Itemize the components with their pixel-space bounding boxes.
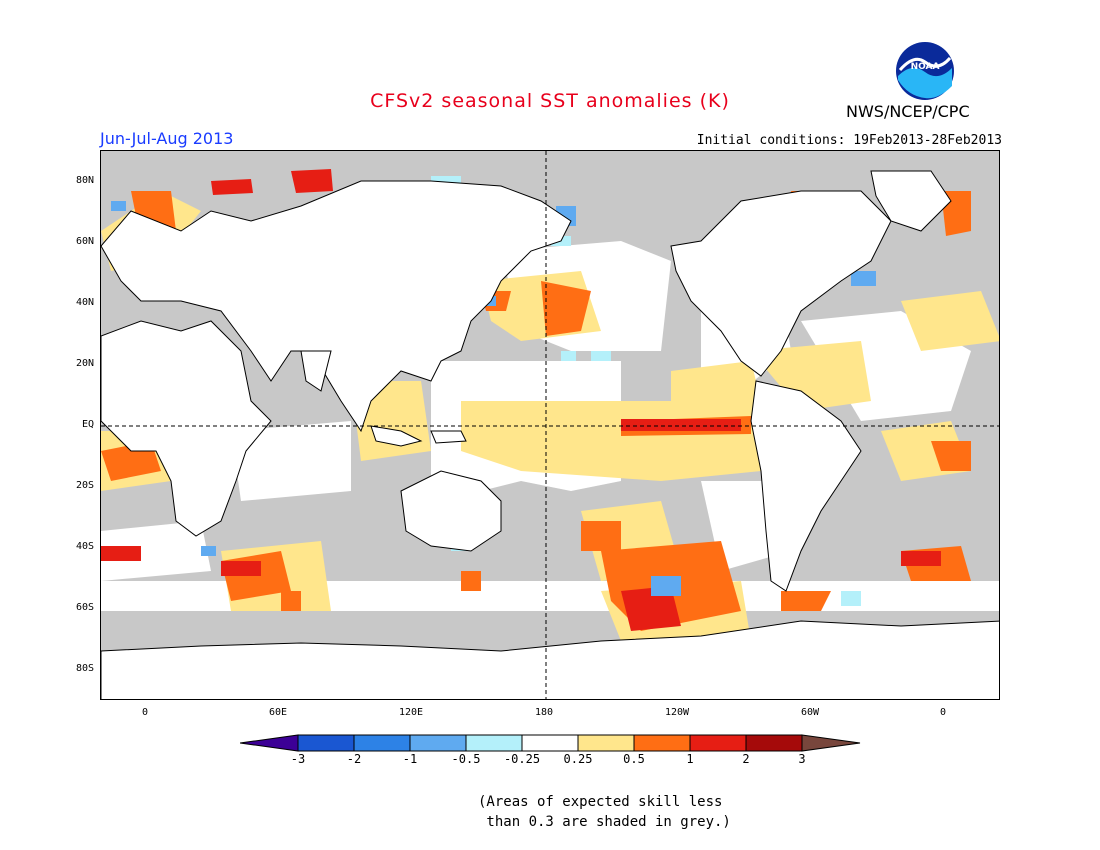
lat-label: 60S (75, 602, 94, 613)
skill-note: (Areas of expected skill less than 0.3 a… (478, 794, 731, 830)
lat-label: 80S (75, 663, 94, 674)
land-masses (101, 170, 999, 699)
colorbar-label: 2 (742, 752, 750, 766)
lat-label: 40N (75, 297, 94, 308)
eurasia (101, 180, 572, 433)
colorbar-segment (577, 734, 635, 752)
lat-label: 80N (75, 175, 94, 186)
agency-label: NWS/NCEP/CPC (846, 102, 970, 121)
colorbar-label: 1 (686, 752, 694, 766)
colorbar-arrow-high (801, 734, 861, 752)
lat-label: 20S (75, 480, 94, 491)
lat-label: 20N (75, 358, 94, 369)
lat-label: EQ (81, 419, 94, 430)
colorbar-label: 0.25 (563, 752, 593, 766)
lon-label: 120E (398, 707, 424, 718)
map-svg (101, 151, 999, 699)
colorbar-segment (353, 734, 411, 752)
antarctica (101, 620, 999, 699)
greenland (870, 170, 952, 232)
colorbar-segment (633, 734, 691, 752)
logo-text: NOAA (911, 62, 940, 72)
lon-label: 60E (268, 707, 288, 718)
south-america (750, 380, 862, 592)
colorbar-arrow-low (239, 734, 299, 752)
colorbar-segment (297, 734, 355, 752)
lon-label: 180 (534, 707, 554, 718)
lon-label: 0 (939, 707, 947, 718)
initial-conditions-label: Initial conditions: 19Feb2013-28Feb2013 (696, 133, 1002, 148)
india (300, 350, 332, 392)
lon-label: 120W (664, 707, 690, 718)
colorbar-segment (745, 734, 803, 752)
colorbar-label: 3 (798, 752, 806, 766)
period-label: Jun-Jul-Aug 2013 (100, 129, 234, 148)
colorbar-segment (689, 734, 747, 752)
lon-label: 60W (800, 707, 820, 718)
colorbar-label: -1 (402, 752, 418, 766)
north-america (670, 190, 892, 377)
colorbar-label: -2 (346, 752, 362, 766)
colorbar (239, 734, 862, 756)
colorbar-segment (465, 734, 523, 752)
indonesia (370, 425, 423, 447)
australia (400, 470, 502, 552)
colorbar-label: -0.5 (451, 752, 481, 766)
colorbar-label: 0.5 (623, 752, 645, 766)
colorbar-label: -0.25 (503, 752, 541, 766)
lon-label: 0 (141, 707, 149, 718)
colorbar-label: -3 (290, 752, 306, 766)
chart-title: CFSv2 seasonal SST anomalies (K) (370, 90, 730, 112)
warm-anomaly-1 (101, 169, 941, 631)
lat-label: 40S (75, 541, 94, 552)
lat-label: 60N (75, 236, 94, 247)
noaa-logo: NOAA (894, 40, 956, 106)
colorbar-segment (409, 734, 467, 752)
africa (101, 320, 272, 537)
colorbar-segment (521, 734, 579, 752)
colorbar-svg (239, 734, 861, 752)
sst-anomaly-map (100, 150, 1000, 700)
